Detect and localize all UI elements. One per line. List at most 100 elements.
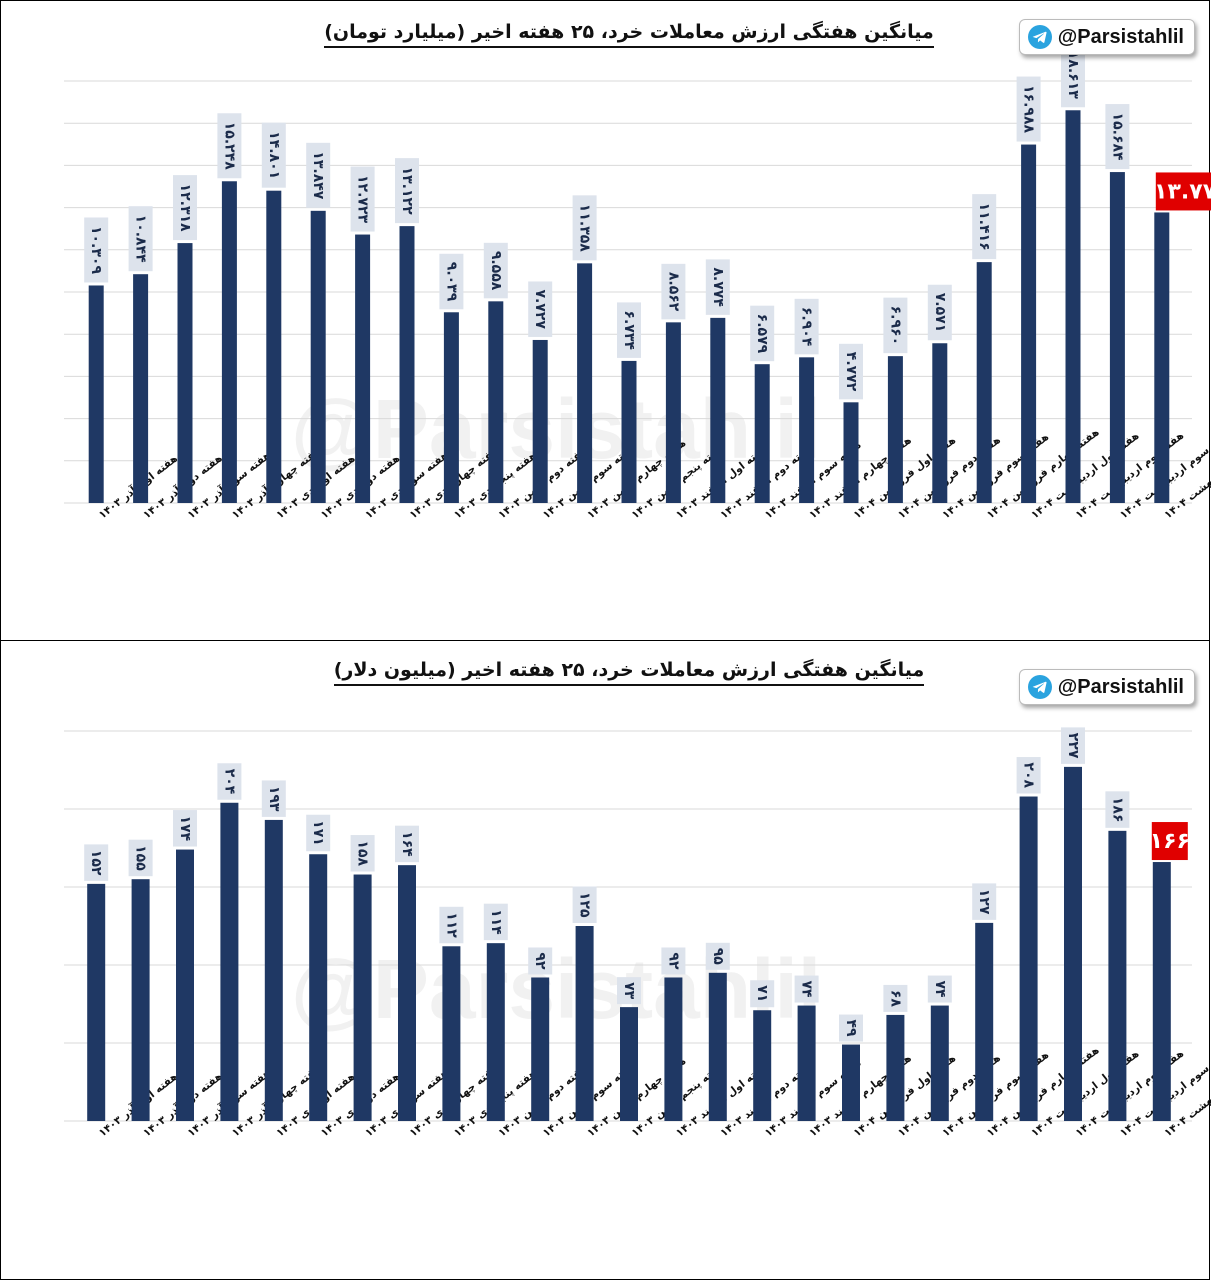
value-label-box xyxy=(439,906,464,944)
value-label: ۷.۷۲۷ xyxy=(528,281,553,337)
value-label: ۷۴ xyxy=(927,975,952,1003)
value-label: ۸.۷۷۴ xyxy=(705,259,730,315)
value-label: ۱۲۵ xyxy=(572,886,597,923)
value-label-text: ۱۱.۴۱۶ xyxy=(976,203,992,251)
value-label-box xyxy=(84,844,109,881)
value-label-box xyxy=(750,305,775,362)
bar xyxy=(930,1005,949,1121)
value-label: ۱۷۴ xyxy=(173,810,197,847)
bar xyxy=(264,819,283,1121)
value-label-box xyxy=(794,298,819,355)
bar xyxy=(1152,862,1171,1121)
value-label-text: ۱۰.۸۴۴ xyxy=(133,215,149,263)
bar xyxy=(309,854,328,1121)
bar xyxy=(1108,830,1127,1121)
brand-handle: @Parsistahlil xyxy=(1057,25,1184,48)
value-label: ۴۹ xyxy=(839,1014,863,1042)
value-label-box xyxy=(306,142,331,208)
value-label: ۱۲.۷۲۳ xyxy=(350,166,375,232)
bar xyxy=(886,1014,905,1121)
value-label: ۱۲.۳۱۸ xyxy=(173,175,197,241)
value-label-box xyxy=(661,947,686,975)
value-label-text: ۱۱.۳۵۸ xyxy=(577,204,593,252)
bar xyxy=(976,262,992,503)
value-label-box xyxy=(705,942,730,970)
value-label-box xyxy=(972,194,997,260)
value-label-box xyxy=(572,195,597,261)
bar xyxy=(399,226,415,503)
value-label-box xyxy=(483,903,508,941)
value-label-text: ۱۳.۱۲۲ xyxy=(399,167,415,215)
value-label: ۱۷۱ xyxy=(306,814,331,852)
value-label-text: ۱۹۳ xyxy=(266,786,282,812)
chart-title: میانگین هفتگی ارزش معاملات خرد، ۲۵ هفته … xyxy=(1,659,1212,686)
bar xyxy=(843,402,859,503)
value-label-box xyxy=(1105,791,1130,828)
bar xyxy=(531,977,550,1121)
brand-badge: @Parsistahlil xyxy=(1018,669,1195,705)
bar xyxy=(220,802,239,1121)
bar xyxy=(842,1044,860,1121)
value-label: ۱۱.۳۵۸ xyxy=(572,195,597,261)
value-label: ۲۰۴ xyxy=(217,763,242,800)
value-label: ۴.۷۷۲ xyxy=(839,343,863,400)
value-label-text: ۱۳.۸۴۷ xyxy=(310,151,326,199)
value-label-box xyxy=(661,263,686,320)
value-label-text: ۶.۹۶۰ xyxy=(887,306,903,346)
value-label-text: ۱۵.۲۴۸ xyxy=(221,122,237,170)
value-label: ۶۸ xyxy=(883,984,908,1012)
value-label: ۹۲ xyxy=(661,947,686,975)
value-label-text: ۴۹ xyxy=(843,1020,859,1038)
value-label: ۱۶۴ xyxy=(395,825,419,863)
bar xyxy=(1019,796,1038,1121)
value-label-box xyxy=(128,206,153,272)
value-label-text: ۶.۵۷۹ xyxy=(754,314,770,354)
value-label-text: ۴.۷۷۲ xyxy=(843,352,859,392)
value-label: ۹۲ xyxy=(528,947,553,975)
bar xyxy=(708,972,727,1121)
bar xyxy=(532,339,548,503)
value-label-text: ۷.۷۲۷ xyxy=(532,289,548,329)
value-label: ۱۴.۸۰۱ xyxy=(261,122,286,188)
value-label-box xyxy=(972,883,997,920)
value-label-text: ۱۱۲ xyxy=(443,912,459,938)
chart-panel-toman: @Parsistahlil ۱۰.۳۰۹ هفته اول آذر ۱۴۰۳ ۱۰.… xyxy=(0,0,1211,641)
value-label-box xyxy=(750,980,775,1008)
value-label-text: ۱۳.۷۷۰ xyxy=(1154,179,1211,204)
value-label-box xyxy=(350,166,375,232)
bar xyxy=(443,312,459,503)
value-label-text: ۱۷۱ xyxy=(310,820,326,846)
value-label-box xyxy=(217,763,242,800)
bar xyxy=(133,274,149,503)
bar xyxy=(221,181,237,503)
value-label-text: ۲۲۷ xyxy=(1065,733,1081,759)
bar xyxy=(754,364,770,503)
value-label-text: ۷۴ xyxy=(799,981,815,999)
value-label: ۲۲۷ xyxy=(1061,727,1085,764)
bar xyxy=(1064,766,1082,1121)
value-label-text: ۱۲.۳۱۸ xyxy=(177,184,193,232)
value-label-box xyxy=(528,281,553,337)
value-label: ۹۵ xyxy=(705,942,730,970)
bar xyxy=(575,926,594,1121)
value-label-box xyxy=(927,975,952,1003)
bar xyxy=(664,977,683,1121)
bar xyxy=(488,301,504,503)
value-label: ۱۶۶ xyxy=(1150,822,1190,861)
value-label: ۹.۵۵۸ xyxy=(483,242,508,299)
value-label-text: ۲۰۸ xyxy=(1021,762,1037,788)
bar xyxy=(710,317,726,503)
value-label-text: ۱۴.۸۰۱ xyxy=(266,131,282,179)
value-label-box xyxy=(794,975,819,1003)
value-label-box xyxy=(1061,727,1085,764)
bar xyxy=(621,360,637,503)
bar xyxy=(577,263,593,503)
bar xyxy=(753,1010,772,1121)
chart-title-text: میانگین هفتگی ارزش معاملات خرد، ۲۵ هفته … xyxy=(333,659,925,686)
value-label: ۱۰.۸۴۴ xyxy=(128,206,153,272)
bar xyxy=(887,356,903,503)
value-label-box xyxy=(927,284,952,341)
value-label: ۱۳.۷۷۰ xyxy=(1154,172,1211,211)
